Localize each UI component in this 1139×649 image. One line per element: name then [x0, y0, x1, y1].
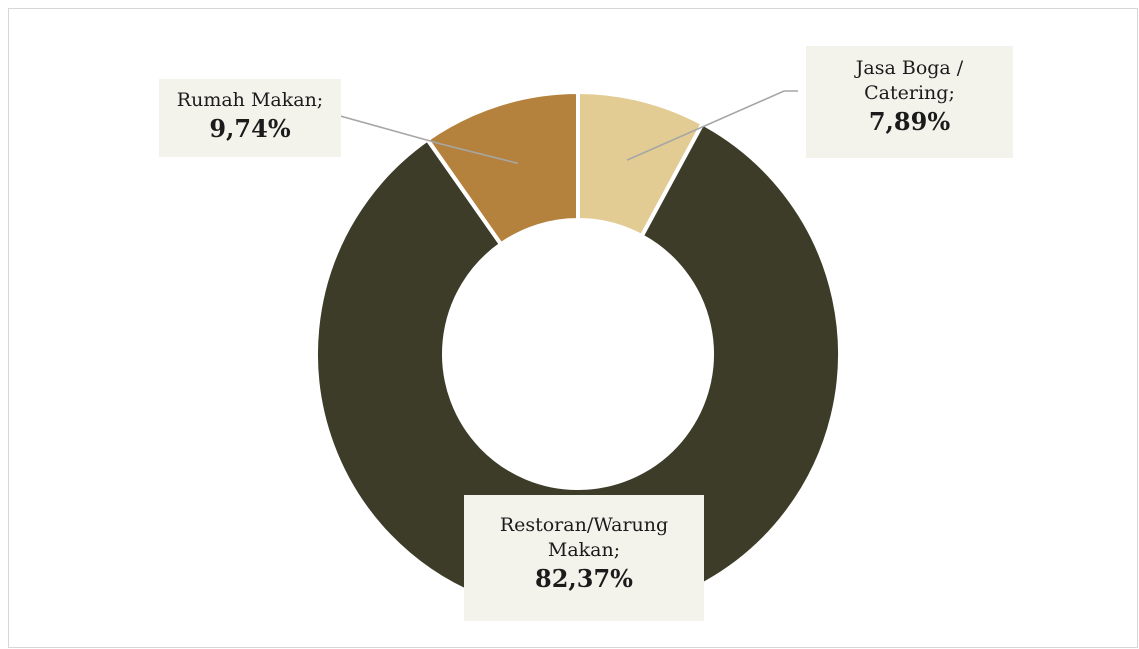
- data-label-restoran-value: 82,37%: [535, 564, 633, 593]
- data-label-restoran-category-line1: Restoran/Warung: [499, 514, 669, 536]
- donut-slice-rumah-makan: [425, 90, 580, 247]
- data-label-jasa-boga-category-line1: Jasa Boga /: [855, 57, 964, 79]
- donut-slice-restoran: [314, 121, 842, 618]
- data-label-rumah-makan-category: Rumah Makan;: [176, 89, 324, 111]
- data-label-restoran: Restoran/Warung Makan; 82,37%: [464, 495, 704, 621]
- data-label-restoran-category-line2: Makan;: [547, 539, 621, 561]
- data-label-jasa-boga: Jasa Boga / Catering; 7,89%: [806, 46, 1013, 158]
- data-label-jasa-boga-value: 7,89%: [868, 107, 951, 136]
- donut-slices: [314, 90, 842, 618]
- data-label-rumah-makan-value: 9,74%: [209, 114, 291, 143]
- leader-line-jasa-boga: [626, 90, 798, 161]
- leader-line-rumah-makan: [332, 113, 518, 165]
- donut-chart: [314, 90, 842, 618]
- data-label-rumah-makan: Rumah Makan; 9,74%: [159, 79, 341, 157]
- chart-frame: Rumah Makan; 9,74% Jasa Boga / Catering;…: [8, 8, 1138, 648]
- leader-lines: [332, 90, 798, 165]
- data-label-jasa-boga-category-line2: Catering;: [864, 82, 955, 104]
